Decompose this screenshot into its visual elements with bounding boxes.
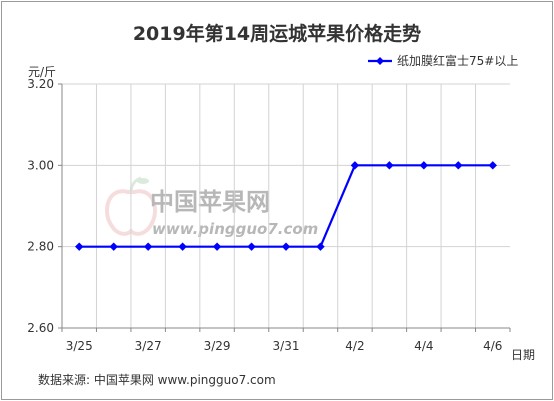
watermark-url: www.pingguo7.com: [152, 220, 318, 238]
y-axis-unit: 元/斤: [28, 65, 56, 79]
legend-marker-swatch: [376, 57, 384, 65]
data-point-marker: [488, 161, 497, 170]
x-tick-label: 4/6: [483, 339, 502, 353]
data-point-marker: [109, 242, 118, 251]
data-point-marker: [212, 242, 222, 251]
data-point-marker: [419, 161, 429, 170]
data-point-marker: [281, 242, 291, 251]
x-axis-unit: 日期: [511, 348, 535, 362]
data-point-marker: [247, 242, 256, 251]
x-tick-label: 3/25: [66, 339, 93, 353]
data-point-marker: [454, 161, 463, 170]
data-point-marker: [385, 161, 394, 170]
y-tick-label: 3.20: [27, 77, 54, 91]
chart-title: 2019年第14周运城苹果价格走势: [133, 22, 421, 45]
source-note: 数据来源: 中国苹果网 www.pingguo7.com: [38, 372, 276, 387]
data-point-marker: [178, 242, 187, 251]
legend-label: 纸加膜红富士75#以上: [397, 53, 518, 68]
series-group: [75, 161, 497, 251]
y-tick-labels: 2.60 2.80 3.00 3.20: [27, 77, 54, 335]
data-point-marker: [316, 242, 325, 251]
x-tick-labels: 3/25 3/27 3/29 3/31 4/2 4/4 4/6: [66, 339, 503, 353]
y-tick-label: 3.00: [27, 158, 54, 172]
x-tick-label: 3/29: [204, 339, 231, 353]
legend: 纸加膜红富士75#以上: [368, 53, 518, 68]
watermark-text: 中国苹果网: [150, 188, 270, 216]
axes: [58, 83, 511, 332]
watermark-logo: 中国苹果网 www.pingguo7.com: [105, 176, 318, 238]
x-tick-label: 4/4: [414, 339, 433, 353]
data-point-marker: [350, 161, 360, 170]
data-point-marker: [143, 242, 153, 251]
data-point-marker: [75, 242, 84, 251]
grid-lines: [62, 83, 510, 328]
y-tick-label: 2.60: [27, 321, 54, 335]
x-tick-label: 3/31: [273, 339, 300, 353]
x-tick-label: 3/27: [135, 339, 162, 353]
x-tick-label: 4/2: [345, 339, 364, 353]
y-tick-label: 2.80: [27, 240, 54, 254]
